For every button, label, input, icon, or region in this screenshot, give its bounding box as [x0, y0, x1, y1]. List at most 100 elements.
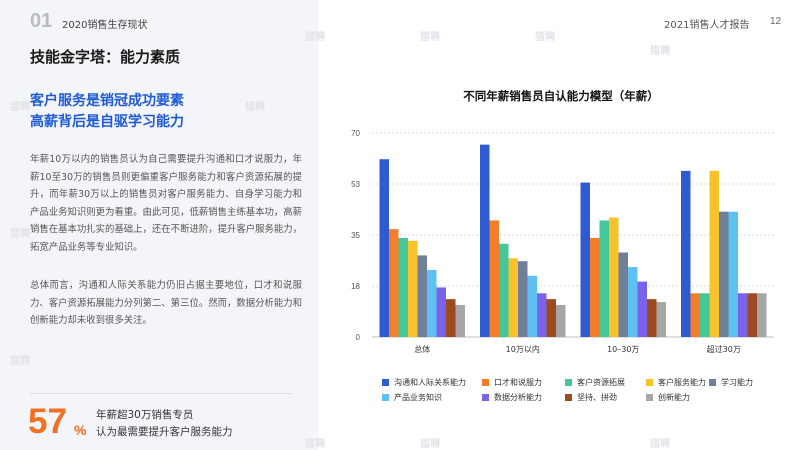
bar [546, 299, 556, 337]
bar-chart: 0 18 35 53 70 总体 10万以内 10–30万 超过30万 [351, 129, 774, 354]
watermark: 猎聘 [10, 229, 30, 240]
stat-caption-line-1: 年薪超30万销售专员 [96, 409, 194, 421]
legend-item: 客户服务能力 [646, 377, 706, 388]
legend-item: 客户资源拓展 [565, 377, 625, 388]
bar [436, 287, 446, 337]
bar [455, 304, 465, 337]
bar [728, 211, 738, 337]
bar [681, 170, 691, 337]
bar [738, 293, 748, 337]
bar [719, 211, 729, 337]
chart-title: 不同年薪销售员自认能力模型（年薪） [463, 89, 659, 103]
bar [389, 229, 399, 337]
legend-label: 创新能力 [658, 393, 690, 402]
watermark: 猎聘 [420, 32, 440, 43]
y-tick-label: 0 [356, 333, 361, 342]
legend-label: 客户服务能力 [658, 378, 706, 387]
x-tick-label: 超过30万 [707, 344, 741, 354]
stat-caption: 年薪超30万销售专员 认为最需要提升客户服务能力 [96, 407, 233, 441]
y-tick-label: 53 [351, 180, 360, 189]
bar [618, 252, 628, 337]
bar [408, 240, 418, 337]
section-title: 2020销售生存现状 [62, 20, 148, 31]
section-number: 01 [30, 10, 53, 32]
watermark: 猎聘 [305, 32, 325, 43]
headline-line-1: 客户服务是销冠成功要素 [30, 93, 184, 109]
bar [590, 237, 600, 337]
watermark: 猎聘 [305, 439, 325, 450]
page-number: 12 [770, 16, 782, 27]
watermark: 猎聘 [650, 439, 670, 450]
legend-item: 产品业务知识 [382, 392, 442, 403]
watermark: 猎聘 [650, 46, 670, 57]
bar [647, 299, 657, 337]
x-tick-label: 总体 [414, 344, 430, 354]
bar [700, 293, 710, 337]
bar [379, 159, 389, 337]
divider [30, 393, 292, 394]
legend-item: 口才和说服力 [482, 377, 542, 388]
y-tick-label: 18 [351, 282, 360, 291]
y-tick-label: 35 [351, 231, 360, 240]
watermark: 猎聘 [420, 439, 440, 450]
body-paragraph-2: 总体而言，沟通和人际关系能力仍旧占据主要地位，口才和说服力、客户资源拓展能力分列… [30, 280, 302, 326]
x-tick-label: 10万以内 [506, 344, 540, 354]
legend-label: 口才和说服力 [494, 378, 542, 387]
legend-item: 学习能力 [709, 377, 753, 388]
bar [398, 237, 408, 337]
bar [599, 220, 609, 337]
stat-caption-line-2: 认为最需要提升客户服务能力 [96, 426, 233, 438]
bar [417, 255, 427, 337]
legend-item: 沟通和人际关系能力 [382, 377, 466, 388]
watermark: 猎聘 [10, 356, 30, 367]
bar [527, 275, 537, 337]
watermark: 猎聘 [10, 102, 30, 113]
legend-label: 学习能力 [721, 378, 753, 387]
body-paragraph-1: 年薪10万以内的销售员认为自己需要提升沟通和口才说服力，年薪10至30万的销售员… [30, 154, 302, 253]
left-panel [0, 0, 318, 450]
page-heading: 技能金字塔：能力素质 [30, 48, 181, 66]
bar [537, 293, 547, 337]
bar [489, 220, 499, 337]
bar [499, 243, 509, 337]
legend-swatch [482, 379, 489, 386]
bar [609, 217, 619, 337]
legend-swatch [709, 379, 716, 386]
legend-item: 创新能力 [646, 392, 690, 403]
bar [656, 302, 666, 337]
bar [637, 281, 647, 337]
bar [628, 267, 638, 337]
bar [757, 293, 767, 337]
bar [508, 258, 518, 337]
bar [580, 182, 590, 337]
legend-swatch [565, 394, 572, 401]
legend-item: 坚持、拼劲 [565, 392, 617, 403]
bar [480, 144, 490, 337]
stat-number: 57 [28, 402, 67, 441]
legend-label: 坚持、拼劲 [577, 393, 617, 402]
legend-swatch [382, 379, 389, 386]
legend-item: 数据分析能力 [482, 392, 542, 403]
watermark: 猎聘 [535, 32, 555, 43]
bar [747, 293, 757, 337]
legend-swatch [482, 394, 489, 401]
legend-label: 数据分析能力 [494, 393, 542, 402]
headline-line-2: 高薪背后是自驱学习能力 [30, 114, 184, 130]
legend-swatch [382, 394, 389, 401]
headline: 客户服务是销冠成功要素 高薪背后是自驱学习能力 [30, 91, 184, 133]
x-tick-label: 10–30万 [607, 345, 639, 354]
legend-swatch [646, 379, 653, 386]
bar [518, 261, 528, 337]
legend-label: 沟通和人际关系能力 [394, 378, 466, 387]
legend-swatch [646, 394, 653, 401]
y-tick-label: 70 [351, 129, 360, 138]
legend-label: 客户资源拓展 [577, 378, 625, 387]
stat-percent-sign: % [74, 422, 87, 438]
bar [690, 293, 700, 337]
legend-swatch [565, 379, 572, 386]
bar [556, 304, 566, 337]
legend-label: 产品业务知识 [394, 393, 442, 402]
watermark: 猎聘 [245, 102, 265, 113]
bar [446, 299, 456, 337]
bar [427, 269, 437, 337]
